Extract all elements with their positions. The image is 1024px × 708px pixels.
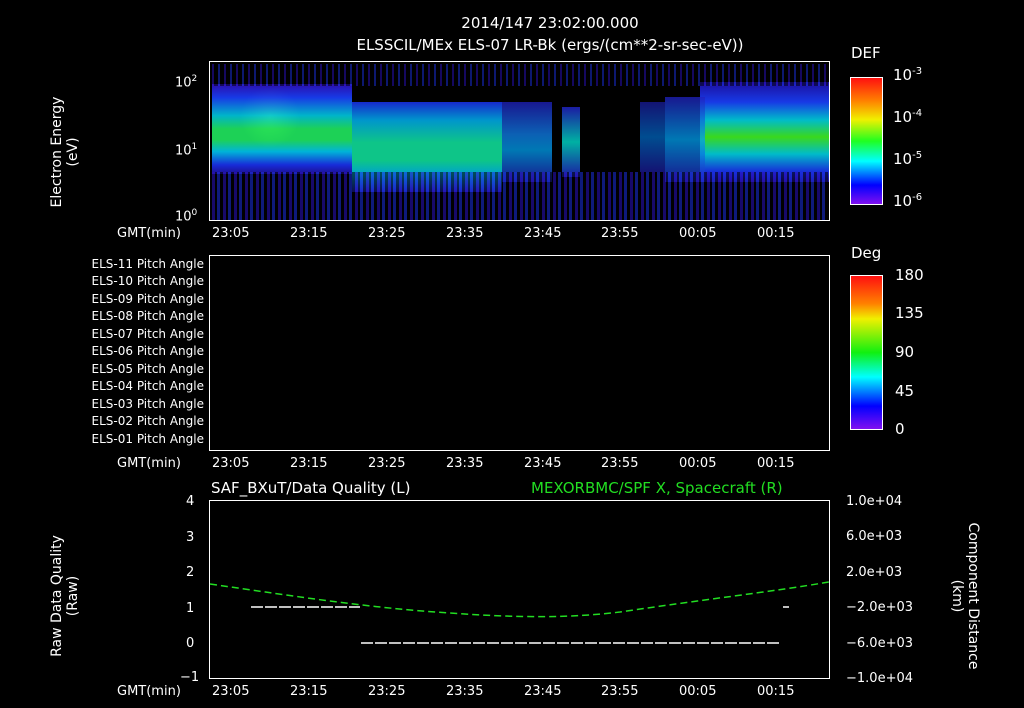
cbar1-tick-1e-6: 10-6 [893,192,923,210]
ytick-right: 6.0e+03 [846,529,903,544]
xtick: 23:55 [601,684,639,699]
xtick: 23:25 [368,456,406,471]
xtick: 00:15 [757,456,795,471]
xtick: 23:35 [446,456,484,471]
ytick-left: 1 [186,601,195,616]
ytick-right: 1.0e+04 [846,494,903,509]
colorbar1-label: DEF [851,44,881,62]
ytick-left: 3 [186,530,195,545]
pitch-angle-panel [209,255,830,451]
xtick: 23:45 [524,226,562,241]
low-energy-noise [212,172,828,220]
plot-datetime: 2014/147 23:02:00.000 [461,14,639,32]
xtick: 23:55 [601,456,639,471]
cbar2-tick: 45 [895,382,915,400]
xtick: 00:05 [679,684,717,699]
colorbar2-label: Deg [851,244,882,262]
panel3-title-left: SAF_BXuT/Data Quality (L) [211,479,411,497]
xtick: 23:55 [601,226,639,241]
high-energy-noise [212,64,828,86]
pitch-grid [251,256,787,450]
time-axis-label-3: GMT(min) [117,684,181,699]
xtick: 00:15 [757,226,795,241]
cbar2-tick: 90 [895,343,915,361]
xtick: 00:05 [679,456,717,471]
row-label: ELS-01 Pitch Angle [91,432,204,446]
xtick: 23:15 [290,226,328,241]
band-segment-4 [700,82,829,182]
ytick-10: 101 [175,142,198,159]
colorbar-deg [850,275,883,430]
cbar2-tick: 0 [895,420,905,438]
xtick: 23:15 [290,684,328,699]
row-label: ELS-02 Pitch Angle [91,414,204,428]
row-label: ELS-04 Pitch Angle [91,379,204,393]
row-label: ELS-11 Pitch Angle [91,257,204,271]
row-label: ELS-06 Pitch Angle [91,344,204,358]
ytick-right: −1.0e+04 [846,671,913,686]
cbar1-tick-1e-5: 10-5 [893,150,923,168]
xtick: 00:15 [757,684,795,699]
xtick: 23:35 [446,684,484,699]
time-axis-label-2: GMT(min) [117,456,181,471]
spacecraft-x-line [209,581,830,618]
xtick: 00:05 [679,226,717,241]
xtick: 23:05 [212,226,250,241]
row-label: ELS-09 Pitch Angle [91,292,204,306]
ytick-left: 0 [186,636,195,651]
burst-23-58 [640,102,665,172]
xtick: 23:25 [368,684,406,699]
cbar2-tick: 180 [895,266,924,284]
spectrogram-panel [209,61,830,221]
panel3-title-right: MEXORBMC/SPF X, Spacecraft (R) [531,479,783,497]
xtick: 23:45 [524,684,562,699]
row-label: ELS-05 Pitch Angle [91,362,204,376]
xtick: 23:35 [446,226,484,241]
plot-subtitle: ELSSCIL/MEx ELS-07 LR-Bk (ergs/(cm**2-sr… [356,36,744,54]
burst-23-47 [562,107,580,177]
ytick-left: 4 [186,494,195,509]
ytick-100: 102 [175,74,198,91]
xtick: 23:15 [290,456,328,471]
xtick: 23:45 [524,456,562,471]
row-label: ELS-10 Pitch Angle [91,274,204,288]
ytick-right: −6.0e+03 [846,636,913,651]
row-label: ELS-07 Pitch Angle [91,327,204,341]
band-segment-3 [502,102,552,182]
xtick: 23:05 [212,684,250,699]
cbar1-tick-1e-3: 10-3 [893,66,923,84]
time-axis-label-1: GMT(min) [117,226,181,241]
ytick-left: 2 [186,565,195,580]
row-label: ELS-08 Pitch Angle [91,309,204,323]
xtick: 23:25 [368,226,406,241]
xtick: 23:05 [212,456,250,471]
colorbar-def [850,77,883,205]
row-label: ELS-03 Pitch Angle [91,397,204,411]
ytick-right: 2.0e+03 [846,565,903,580]
band-segment-transition [665,97,705,182]
cbar1-tick-1e-4: 10-4 [893,108,923,126]
ytick-left: −1 [180,670,200,685]
ytick-right: −2.0e+03 [846,600,913,615]
ytick-1: 100 [175,208,198,225]
cbar2-tick: 135 [895,304,924,322]
band-segment-1 [212,84,352,174]
